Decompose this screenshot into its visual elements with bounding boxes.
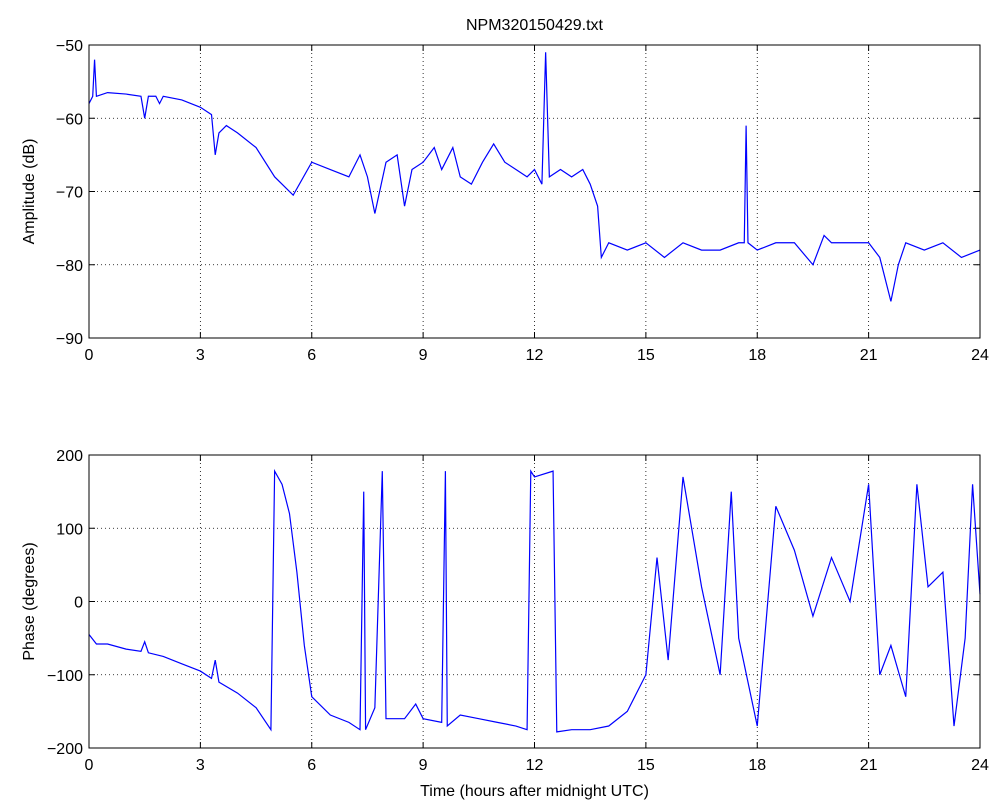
- x-tick-label: 0: [85, 347, 94, 364]
- x-tick-label: 12: [526, 347, 544, 364]
- plot-area: [89, 45, 980, 338]
- x-tick-label: 21: [860, 347, 878, 364]
- x-tick-label: 6: [307, 347, 316, 364]
- y-tick-label: −80: [56, 258, 83, 275]
- y-axis-label: Phase (degrees): [21, 542, 38, 660]
- x-tick-label: 3: [196, 347, 205, 364]
- y-tick-label: 100: [56, 521, 83, 538]
- y-axis-label: Amplitude (dB): [21, 139, 38, 245]
- chart-title: NPM320150429.txt: [466, 17, 604, 34]
- x-tick-label: 24: [971, 757, 989, 774]
- axes-frame: [88, 454, 981, 749]
- y-tick-label: −100: [47, 668, 83, 685]
- y-tick-label: 0: [74, 595, 83, 612]
- x-tick-label: 15: [637, 347, 655, 364]
- axes-frame: [88, 44, 981, 339]
- data-line: [88, 52, 981, 302]
- x-tick-label: 9: [419, 757, 428, 774]
- x-tick-label: 0: [85, 757, 94, 774]
- x-tick-label: 6: [307, 757, 316, 774]
- x-tick-label: 18: [748, 757, 766, 774]
- x-tick-label: 21: [860, 757, 878, 774]
- x-tick-label: 15: [637, 757, 655, 774]
- x-tick-label: 12: [526, 757, 544, 774]
- y-tick-label: −60: [56, 111, 83, 128]
- x-tick-label: 18: [748, 347, 766, 364]
- x-tick-label: 3: [196, 757, 205, 774]
- y-tick-label: 200: [56, 448, 83, 465]
- y-tick-label: −70: [56, 185, 83, 202]
- y-tick-label: −90: [56, 331, 83, 348]
- y-tick-label: −200: [47, 741, 83, 758]
- x-tick-label: 9: [419, 347, 428, 364]
- y-tick-label: −50: [56, 38, 83, 55]
- x-tick-label: 24: [971, 347, 989, 364]
- x-axis-label: Time (hours after midnight UTC): [420, 783, 649, 800]
- data-line: [88, 468, 981, 733]
- plot-area: [89, 455, 980, 748]
